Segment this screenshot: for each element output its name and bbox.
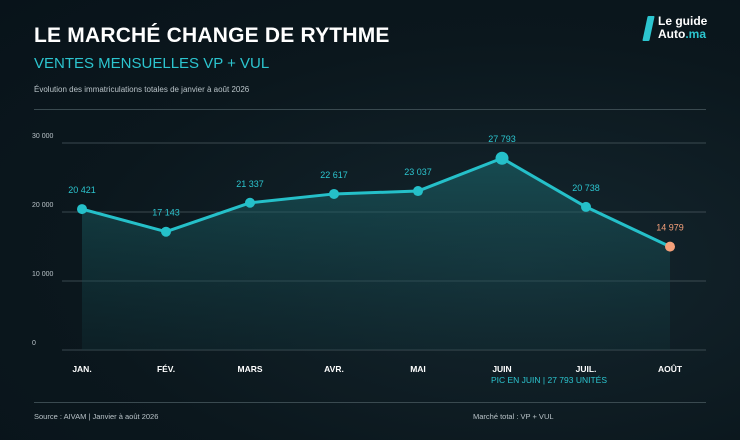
logo-line2-main: Auto	[658, 27, 686, 41]
area-layer	[81, 156, 671, 350]
data-label: 14 979	[656, 223, 684, 233]
footer-market: Marché total : VP + VUL	[473, 412, 554, 421]
x-tick-label: AVR.	[324, 364, 344, 374]
y-tick-label: 0	[32, 340, 36, 347]
bottom-divider	[34, 402, 706, 403]
points-layer	[77, 151, 675, 252]
data-point	[665, 241, 675, 252]
data-point	[495, 151, 509, 165]
data-point	[329, 188, 339, 199]
data-point	[581, 201, 591, 212]
data-point	[161, 226, 171, 237]
data-label: 22 617	[320, 170, 348, 180]
y-tick-label: 10 000	[32, 271, 54, 278]
logo-line1: Le guide	[658, 14, 708, 28]
y-tick-label: 20 000	[32, 202, 54, 209]
data-label: 20 738	[572, 183, 600, 193]
data-label: 21 337	[236, 179, 264, 189]
data-label: 20 421	[68, 185, 96, 195]
x-tick-label: MARS	[237, 364, 262, 374]
x-tick-label: FÉV.	[157, 364, 175, 374]
data-point	[77, 204, 87, 215]
peak-annotation: PIC EN JUIN | 27 793 UNITÉS	[491, 375, 607, 385]
series-line	[81, 156, 671, 249]
page-subtitle: VENTES MENSUELLES VP + VUL	[34, 55, 270, 72]
series-area	[82, 158, 670, 350]
x-tick-label: JUIN	[492, 364, 511, 374]
labels-layer: 0 10 000 20 000 30 000 20 421 JAN. 17 143 FÉV. 2…	[32, 133, 684, 385]
footer-source: Source : AIVAM | Janvier à août 2026	[34, 412, 159, 421]
data-label: 23 037	[404, 167, 432, 177]
page-title: LE MARCHÉ CHANGE DE RYTHME	[34, 24, 390, 47]
x-tick-label: JAN.	[72, 364, 91, 374]
data-label: 27 793	[488, 134, 516, 144]
logo-line2: Auto.ma	[658, 28, 706, 41]
logo-line2-suffix: .ma	[685, 27, 707, 41]
brand-logo[interactable]: Le guide Auto.ma	[642, 14, 725, 44]
x-tick-label: MAI	[410, 364, 426, 374]
data-point	[245, 197, 255, 208]
x-tick-label: JUIL.	[576, 364, 597, 374]
x-tick-label: AOÛT	[658, 363, 683, 374]
top-divider	[34, 109, 706, 110]
chart-caption: Évolution des immatriculations totales d…	[34, 85, 250, 94]
y-tick-label: 30 000	[32, 133, 54, 140]
data-point	[413, 186, 423, 197]
data-label: 17 143	[152, 208, 180, 218]
